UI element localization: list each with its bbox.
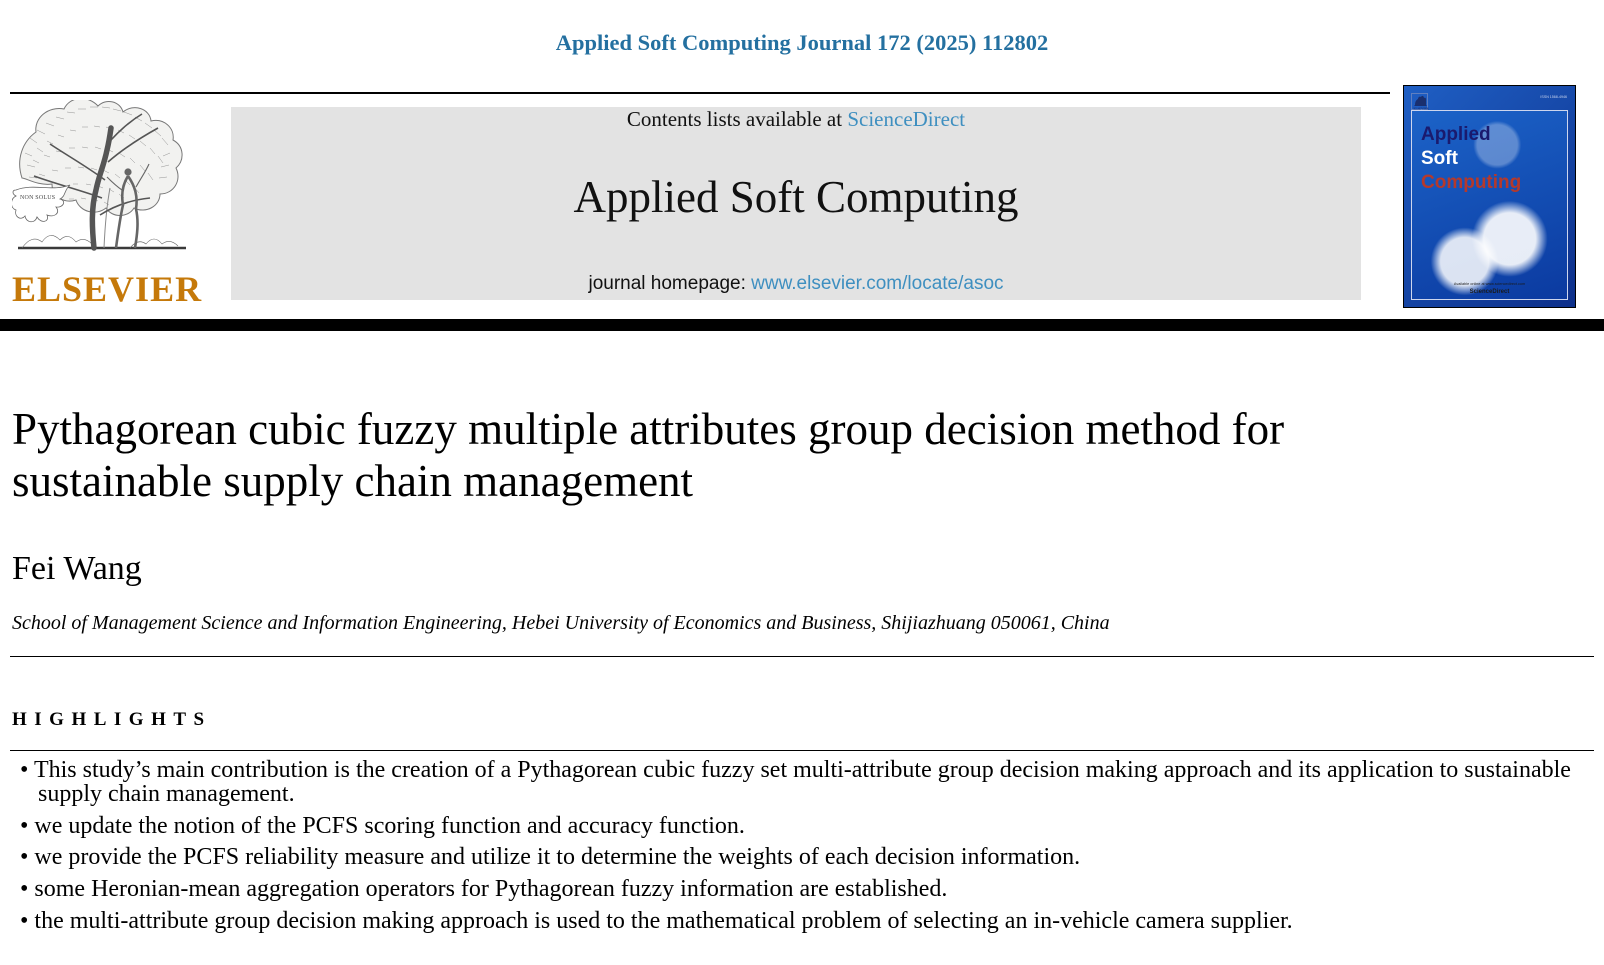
svg-text:NON SOLUS: NON SOLUS bbox=[20, 195, 55, 201]
